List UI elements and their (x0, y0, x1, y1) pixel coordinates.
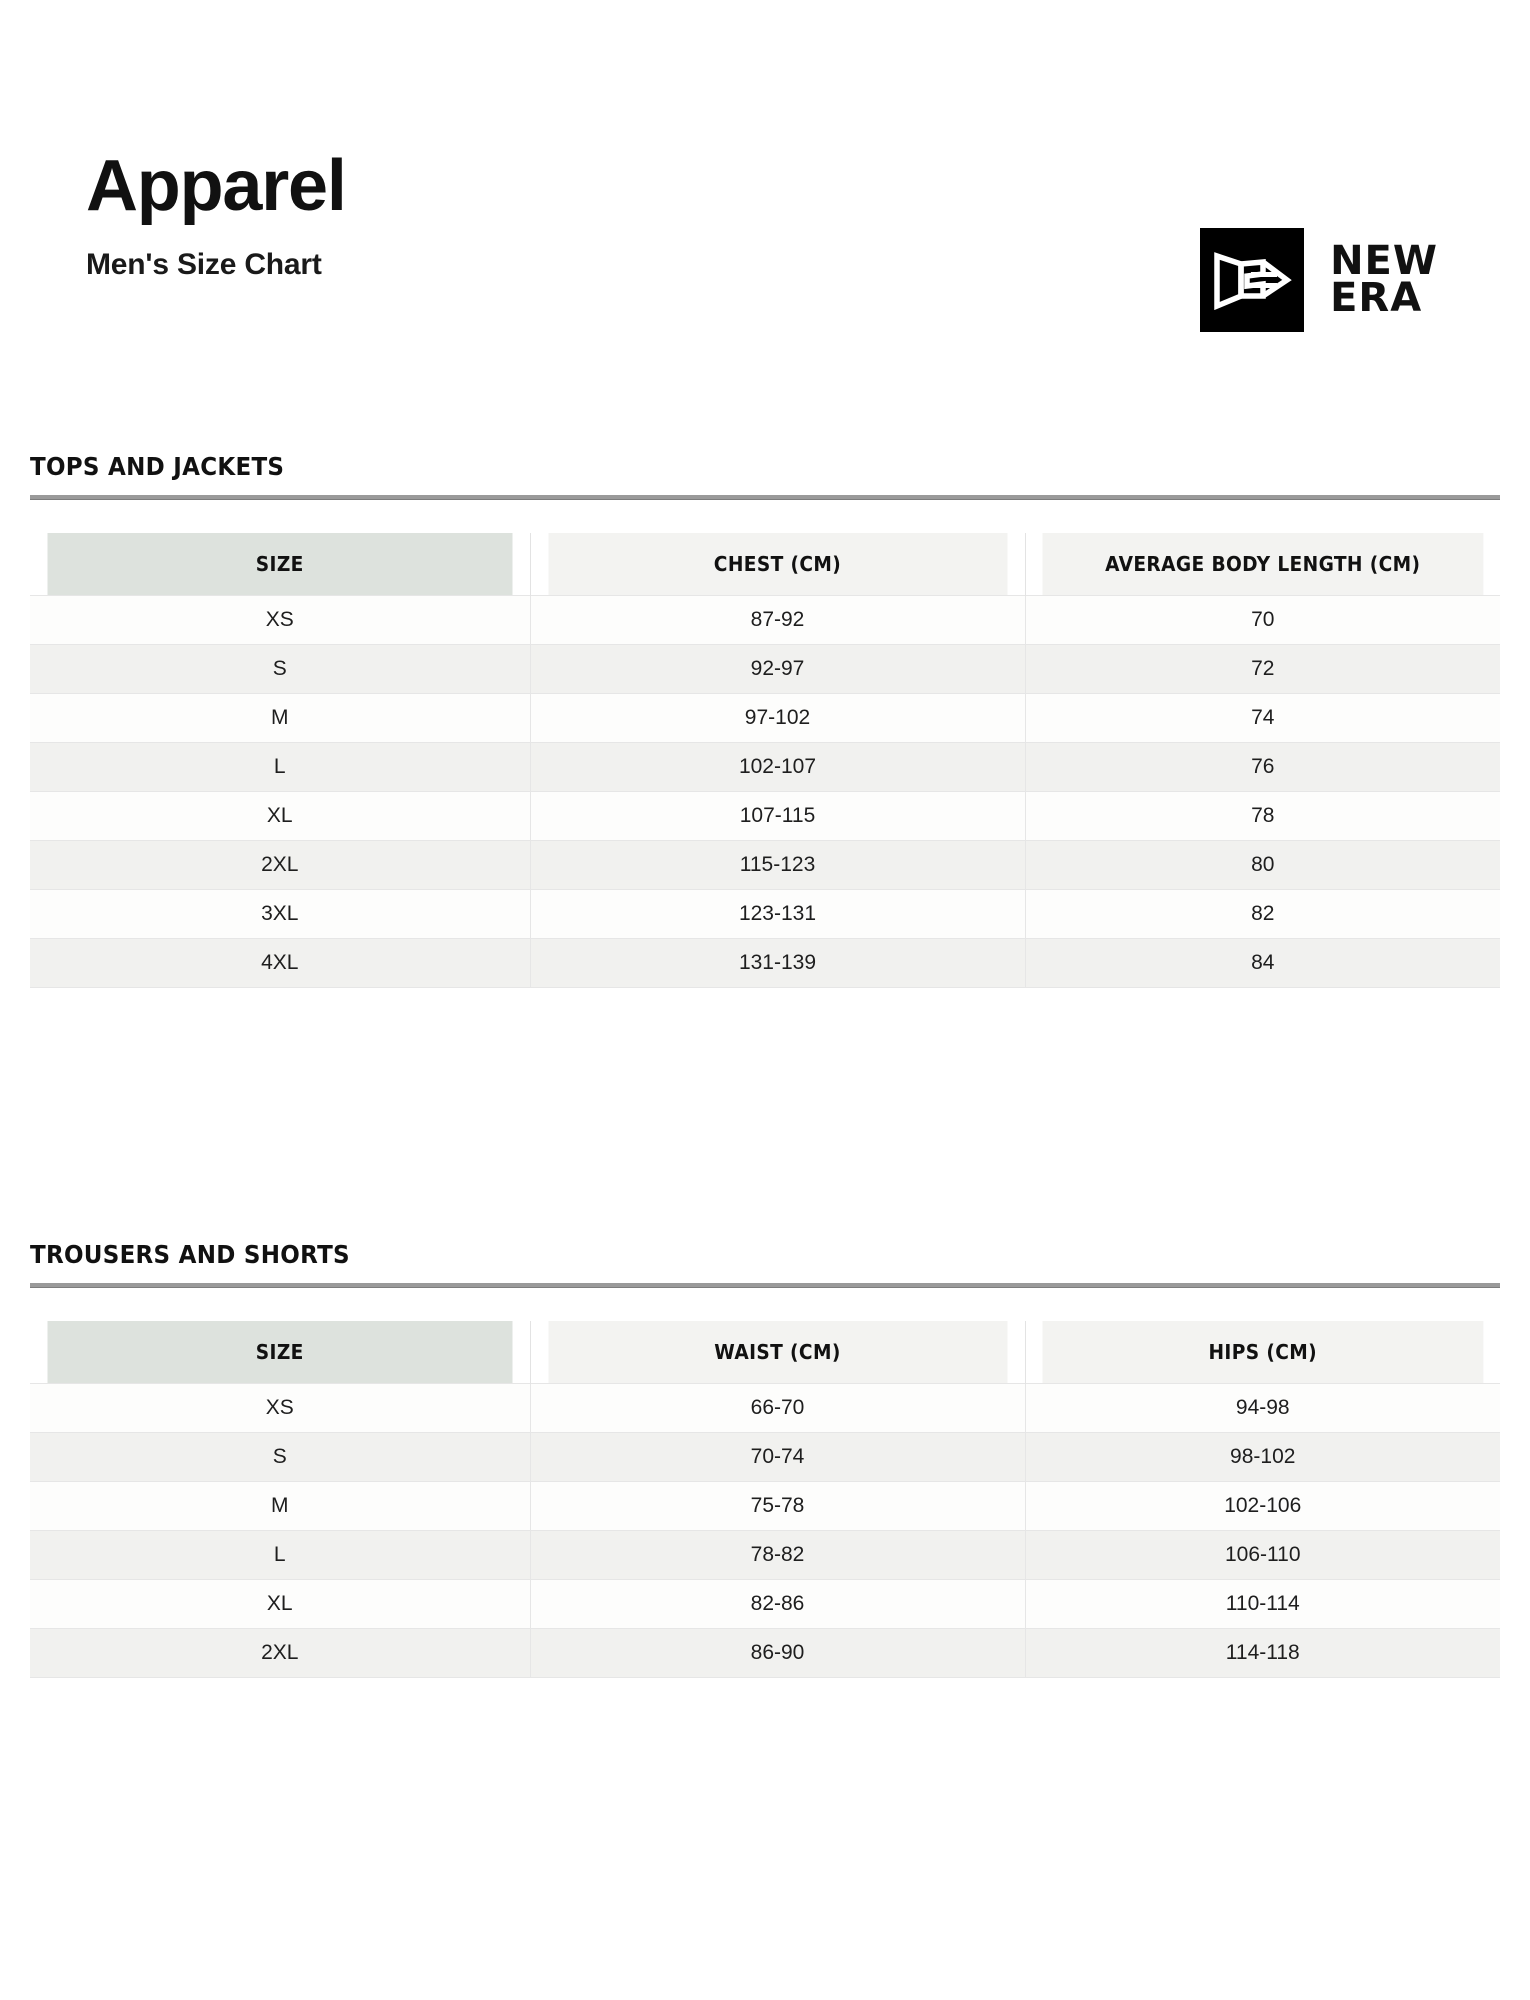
cell-chest: 115-123 (530, 839, 1026, 889)
column-header-length: AVERAGE BODY LENGTH (CM) (1041, 533, 1484, 595)
section-heading-trousers: TROUSERS AND SHORTS (30, 1240, 350, 1269)
cell-hips: 106-110 (1025, 1529, 1500, 1579)
cell-chest: 92-97 (530, 643, 1026, 693)
table-row: L 102-107 76 (30, 741, 1500, 791)
table-row: M 75-78 102-106 (30, 1480, 1500, 1530)
table-row: 4XL 131-139 84 (30, 937, 1500, 988)
table-header-row: SIZE WAIST (CM) HIPS (CM) (30, 1321, 1500, 1383)
cell-size: L (30, 1529, 531, 1579)
cell-hips: 110-114 (1025, 1578, 1500, 1628)
cell-size: 2XL (30, 839, 531, 889)
cell-chest: 97-102 (530, 692, 1026, 742)
cell-size: XS (30, 594, 531, 644)
cell-length: 76 (1025, 741, 1500, 791)
cell-length: 74 (1025, 692, 1500, 742)
table-row: XL 82-86 110-114 (30, 1578, 1500, 1628)
table-row: M 97-102 74 (30, 692, 1500, 742)
trousers-and-shorts-table: SIZE WAIST (CM) HIPS (CM) XS 66-70 94-98… (30, 1321, 1500, 1678)
cell-length: 78 (1025, 790, 1500, 840)
table-row: S 70-74 98-102 (30, 1431, 1500, 1481)
column-header-hips: HIPS (CM) (1041, 1321, 1484, 1383)
cell-chest: 107-115 (530, 790, 1026, 840)
cell-waist: 78-82 (530, 1529, 1026, 1579)
cell-size: S (30, 643, 531, 693)
logo-word-line2: ERA (1330, 275, 1423, 321)
cell-size: XS (30, 1382, 531, 1432)
cell-size: XL (30, 1578, 531, 1628)
cell-length: 70 (1025, 594, 1500, 644)
cell-size: S (30, 1431, 531, 1481)
cell-chest: 102-107 (530, 741, 1026, 791)
title-block: Apparel Men's Size Chart (86, 146, 347, 282)
section-trousers-and-shorts: TROUSERS AND SHORTS SIZE WAIST (CM) HIPS… (0, 1240, 1530, 1678)
cell-hips: 114-118 (1025, 1627, 1500, 1678)
column-header-chest: CHEST (CM) (547, 533, 1009, 595)
column-header-size: SIZE (47, 1321, 513, 1383)
new-era-flag-icon (1200, 228, 1305, 332)
cell-chest: 123-131 (530, 888, 1026, 938)
section-heading-tops: TOPS AND JACKETS (30, 452, 285, 481)
table-row: S 92-97 72 (30, 643, 1500, 693)
logo-word-line1: NEW (1330, 238, 1438, 285)
table-row: 3XL 123-131 82 (30, 888, 1500, 938)
cell-size: M (30, 1480, 531, 1530)
cell-length: 80 (1025, 839, 1500, 889)
cell-size: M (30, 692, 531, 742)
cell-length: 82 (1025, 888, 1500, 938)
cell-waist: 82-86 (530, 1578, 1026, 1628)
cell-chest: 131-139 (530, 937, 1026, 988)
table-row: XS 66-70 94-98 (30, 1382, 1500, 1432)
page-title: Apparel (86, 146, 347, 226)
section-divider (30, 495, 1500, 500)
cell-chest: 87-92 (530, 594, 1026, 644)
cell-waist: 70-74 (530, 1431, 1026, 1481)
cell-size: L (30, 741, 531, 791)
table-row: XL 107-115 78 (30, 790, 1500, 840)
cell-waist: 86-90 (530, 1627, 1026, 1678)
cell-waist: 66-70 (530, 1382, 1026, 1432)
table-row: 2XL 86-90 114-118 (30, 1627, 1500, 1678)
cell-size: 3XL (30, 888, 531, 938)
table-row: 2XL 115-123 80 (30, 839, 1500, 889)
cell-hips: 102-106 (1025, 1480, 1500, 1530)
cell-hips: 94-98 (1025, 1382, 1500, 1432)
cell-waist: 75-78 (530, 1480, 1026, 1530)
cell-size: 4XL (30, 937, 531, 988)
table-row: XS 87-92 70 (30, 594, 1500, 644)
tops-and-jackets-table: SIZE CHEST (CM) AVERAGE BODY LENGTH (CM)… (30, 533, 1500, 988)
section-tops-and-jackets: TOPS AND JACKETS SIZE CHEST (CM) AVERAGE… (0, 452, 1530, 988)
section-divider (30, 1283, 1500, 1288)
brand-logo: NEW ERA (1200, 228, 1438, 332)
page-header: Apparel Men's Size Chart NE (0, 0, 1530, 420)
logo-wordmark: NEW ERA (1330, 238, 1438, 321)
page-subtitle: Men's Size Chart (86, 248, 322, 281)
table-row: L 78-82 106-110 (30, 1529, 1500, 1579)
cell-size: XL (30, 790, 531, 840)
cell-length: 84 (1025, 937, 1500, 988)
cell-hips: 98-102 (1025, 1431, 1500, 1481)
cell-size: 2XL (30, 1627, 531, 1678)
cell-length: 72 (1025, 643, 1500, 693)
column-header-waist: WAIST (CM) (547, 1321, 1009, 1383)
column-header-size: SIZE (47, 533, 513, 595)
table-header-row: SIZE CHEST (CM) AVERAGE BODY LENGTH (CM) (30, 533, 1500, 595)
